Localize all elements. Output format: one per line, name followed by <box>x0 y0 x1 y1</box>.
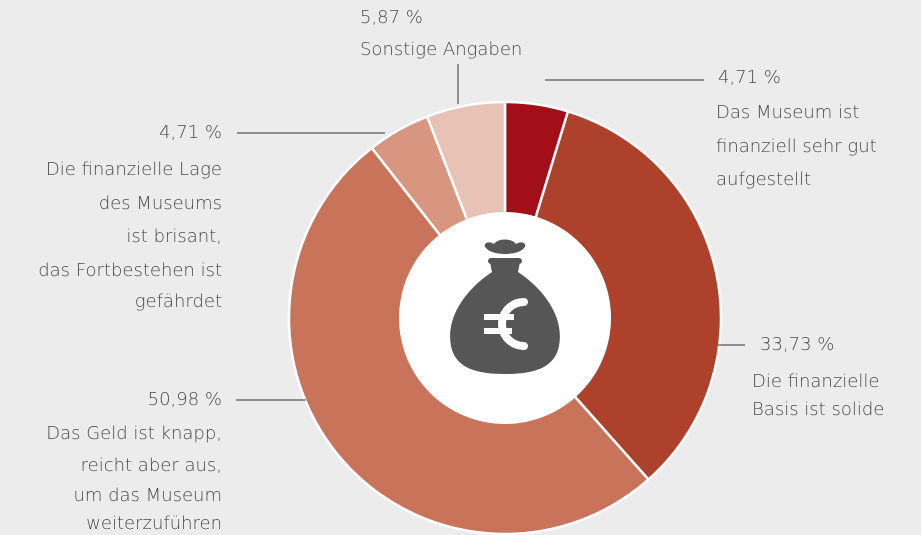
value-label: 33,73 % <box>760 334 834 355</box>
value-label: 50,98 % <box>148 389 222 410</box>
money-bag-icon <box>450 239 560 374</box>
category-label: reicht aber aus, <box>81 455 222 476</box>
category-label: des Museums <box>99 193 222 214</box>
category-label: Die finanzielle <box>752 371 879 392</box>
category-label: ist brisant, <box>126 226 222 247</box>
category-label: Basis ist solide <box>752 399 884 420</box>
category-label: Sonstige Angaben <box>360 39 522 60</box>
labels: 4,71 % Das Museum ist finanziell sehr gut a… <box>38 7 884 534</box>
category-label: um das Museum <box>73 485 222 506</box>
value-label: 5,87 % <box>360 7 423 28</box>
value-label: 4,71 % <box>159 122 222 143</box>
category-label: weiterzuführen <box>86 513 222 534</box>
category-label: Das Geld ist knapp, <box>46 423 222 444</box>
category-label: gefährdet <box>135 291 222 312</box>
category-label: Die finanzielle Lage <box>46 159 222 180</box>
category-label: Das Museum ist <box>716 102 859 123</box>
value-label: 4,71 % <box>718 67 781 88</box>
category-label: das Fortbestehen ist <box>38 260 222 281</box>
category-label: finanziell sehr gut <box>716 136 877 157</box>
category-label: aufgestellt <box>716 169 811 190</box>
